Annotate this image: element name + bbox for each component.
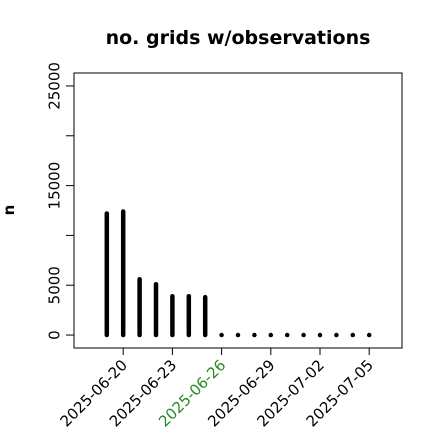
plot-frame [73, 72, 403, 349]
chart-title: no. grids w/observations [106, 27, 371, 49]
y-axis-label: n [0, 205, 18, 216]
y-tick-label-0: 0 [46, 330, 64, 340]
y-tick-label-25000: 25000 [46, 62, 64, 110]
x-axis: 2025-06-202025-06-232025-06-262025-06-29… [57, 348, 377, 430]
bars-layer [104, 209, 372, 338]
y-tick-label-15000: 15000 [46, 162, 64, 210]
y-axis: 0 5000 15000 25000 [46, 62, 74, 340]
y-tick-label-5000: 5000 [46, 266, 64, 304]
